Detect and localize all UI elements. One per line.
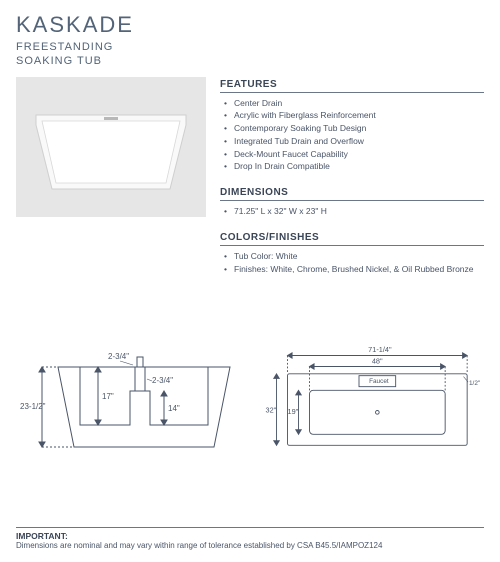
- list-item: Tub Color: White: [220, 250, 484, 263]
- svg-text:17": 17": [102, 392, 114, 401]
- diagrams-row: 23-1/2" 17" 14" 2-3/4" 2-3/4": [16, 339, 484, 474]
- spec-column: FEATURES Center Drain Acrylic with Fiber…: [220, 77, 484, 290]
- svg-text:23-1/2": 23-1/2": [20, 402, 46, 411]
- footer-heading: IMPORTANT:: [16, 531, 484, 541]
- subtitle-line-1: FREESTANDING: [16, 41, 113, 53]
- top-section: FEATURES Center Drain Acrylic with Fiber…: [16, 77, 484, 290]
- svg-text:Faucet: Faucet: [369, 378, 389, 385]
- list-item: Drop In Drain Compatible: [220, 160, 484, 173]
- list-item: Deck-Mount Faucet Capability: [220, 148, 484, 161]
- dimensions-heading: DIMENSIONS: [220, 187, 484, 201]
- footer: IMPORTANT: Dimensions are nominal and ma…: [16, 527, 484, 550]
- svg-text:14": 14": [168, 404, 180, 413]
- list-item: Finishes: White, Chrome, Brushed Nickel,…: [220, 263, 484, 276]
- footer-text: Dimensions are nominal and may vary with…: [16, 541, 484, 550]
- svg-text:1/2": 1/2": [469, 380, 480, 387]
- tub-render-icon: [16, 77, 206, 217]
- list-item: Contemporary Soaking Tub Design: [220, 122, 484, 135]
- colors-heading: COLORS/FINISHES: [220, 232, 484, 246]
- svg-text:2-3/4": 2-3/4": [152, 376, 173, 385]
- product-title: KASKADE: [16, 12, 484, 38]
- svg-text:19": 19": [288, 408, 299, 417]
- colors-list: Tub Color: White Finishes: White, Chrome…: [220, 250, 484, 276]
- list-item: Acrylic with Fiberglass Reinforcement: [220, 109, 484, 122]
- subtitle-line-2: SOAKING TUB: [16, 55, 102, 67]
- list-item: Center Drain: [220, 97, 484, 110]
- features-list: Center Drain Acrylic with Fiberglass Rei…: [220, 97, 484, 174]
- top-diagram: 71-1/4" 48" 32" 19" 1/2" Faucet: [260, 339, 480, 474]
- side-diagram: 23-1/2" 17" 14" 2-3/4" 2-3/4": [20, 339, 240, 474]
- svg-text:32": 32": [266, 406, 277, 415]
- svg-text:2-3/4": 2-3/4": [108, 352, 129, 361]
- product-image: [16, 77, 206, 217]
- list-item: 71.25" L x 32" W x 23" H: [220, 205, 484, 218]
- features-heading: FEATURES: [220, 79, 484, 93]
- dimensions-list: 71.25" L x 32" W x 23" H: [220, 205, 484, 218]
- list-item: Integrated Tub Drain and Overflow: [220, 135, 484, 148]
- svg-text:48": 48": [372, 357, 383, 366]
- product-subtitle: FREESTANDING SOAKING TUB: [16, 40, 484, 69]
- svg-text:71-1/4": 71-1/4": [368, 345, 392, 354]
